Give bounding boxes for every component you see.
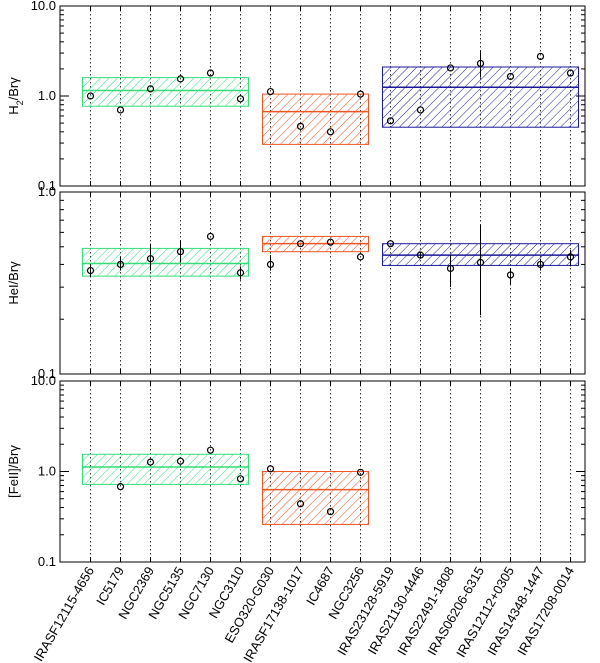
- data-point: [176, 248, 185, 256]
- data-point: [386, 240, 395, 248]
- data-point: [326, 238, 335, 246]
- category-labels: IRASF12115-4656IC5179NGC2369NGC5135NGC71…: [31, 564, 577, 663]
- data-point: [566, 69, 575, 77]
- data-point: [296, 122, 305, 130]
- y-axis-label: HeI/Brγ: [6, 261, 21, 305]
- data-point: [266, 87, 275, 96]
- data-point: [416, 251, 425, 259]
- panel-frame: [59, 191, 586, 375]
- data-point: [206, 69, 215, 77]
- data-point: [356, 90, 365, 98]
- y-axis-label-rest: /Brγ: [6, 77, 21, 101]
- data-point: [116, 260, 125, 269]
- data-point: [146, 85, 155, 93]
- y-tick-label: 10.0: [31, 0, 56, 13]
- y-axis-label-base: H: [6, 105, 21, 114]
- y-tick-label: 0.1: [38, 178, 56, 193]
- data-point: [206, 446, 215, 454]
- data-point: [506, 271, 515, 279]
- data-point: [266, 260, 275, 269]
- data-point: [116, 483, 125, 491]
- data-point: [296, 240, 305, 248]
- data-point: [236, 95, 245, 103]
- y-axis-label-base: [FeII]/Brγ: [6, 445, 21, 498]
- data-point: [236, 269, 245, 277]
- data-point: [476, 258, 485, 267]
- band-orange: [262, 93, 369, 145]
- y-axis-label: [FeII]/Brγ: [6, 445, 21, 498]
- category-label: IRASF12115-4656: [31, 564, 97, 663]
- y-tick-label: 0.1: [38, 554, 56, 569]
- panel-2: 0.1 1.0 HeI/Brγ: [6, 184, 586, 381]
- data-point: [356, 468, 365, 476]
- band-green: [82, 247, 249, 277]
- y-tick-label: 1.0: [38, 464, 56, 479]
- data-point: [296, 500, 305, 508]
- data-point: [206, 232, 215, 241]
- data-point: [146, 458, 155, 466]
- y-tick-label: 0.1: [38, 366, 56, 381]
- data-point: [536, 260, 545, 269]
- data-point: [446, 264, 455, 273]
- data-point: [266, 465, 275, 473]
- y-tick-label: 1.0: [38, 88, 56, 103]
- data-point: [86, 266, 95, 275]
- y-axis-label: H2/Brγ: [6, 77, 25, 115]
- data-point: [506, 72, 515, 81]
- y-tick-label: 10.0: [31, 373, 56, 388]
- band-green: [82, 77, 249, 107]
- data-point: [86, 92, 95, 100]
- data-point: [386, 117, 395, 125]
- data-point: [326, 508, 335, 516]
- data-point: [176, 75, 185, 83]
- data-point: [446, 64, 455, 72]
- data-point: [176, 457, 185, 465]
- data-point: [416, 106, 425, 114]
- data-point: [476, 59, 485, 68]
- data-point: [326, 128, 335, 136]
- y-tick-label: 1.0: [38, 184, 56, 199]
- y-axis-label-base: HeI/Brγ: [6, 261, 21, 305]
- panel-1: 0.1 1.0 10.0 H2/Brγ: [6, 0, 586, 193]
- y-axis-label-sub: 2: [15, 100, 25, 105]
- data-point: [146, 255, 155, 263]
- data-point: [536, 52, 545, 61]
- band-green: [82, 453, 249, 485]
- panels: 0.11.010.0H2/Brγ0.11.0HeI/Brγ0.11.010.0[…: [6, 0, 586, 569]
- band-orange: [262, 471, 369, 525]
- data-point: [236, 475, 245, 483]
- panel-3: 0.1 1.0 10.0 [FeII]/Brγ: [6, 373, 586, 569]
- data-point: [566, 253, 575, 261]
- data-point: [356, 253, 365, 261]
- data-point: [116, 106, 125, 114]
